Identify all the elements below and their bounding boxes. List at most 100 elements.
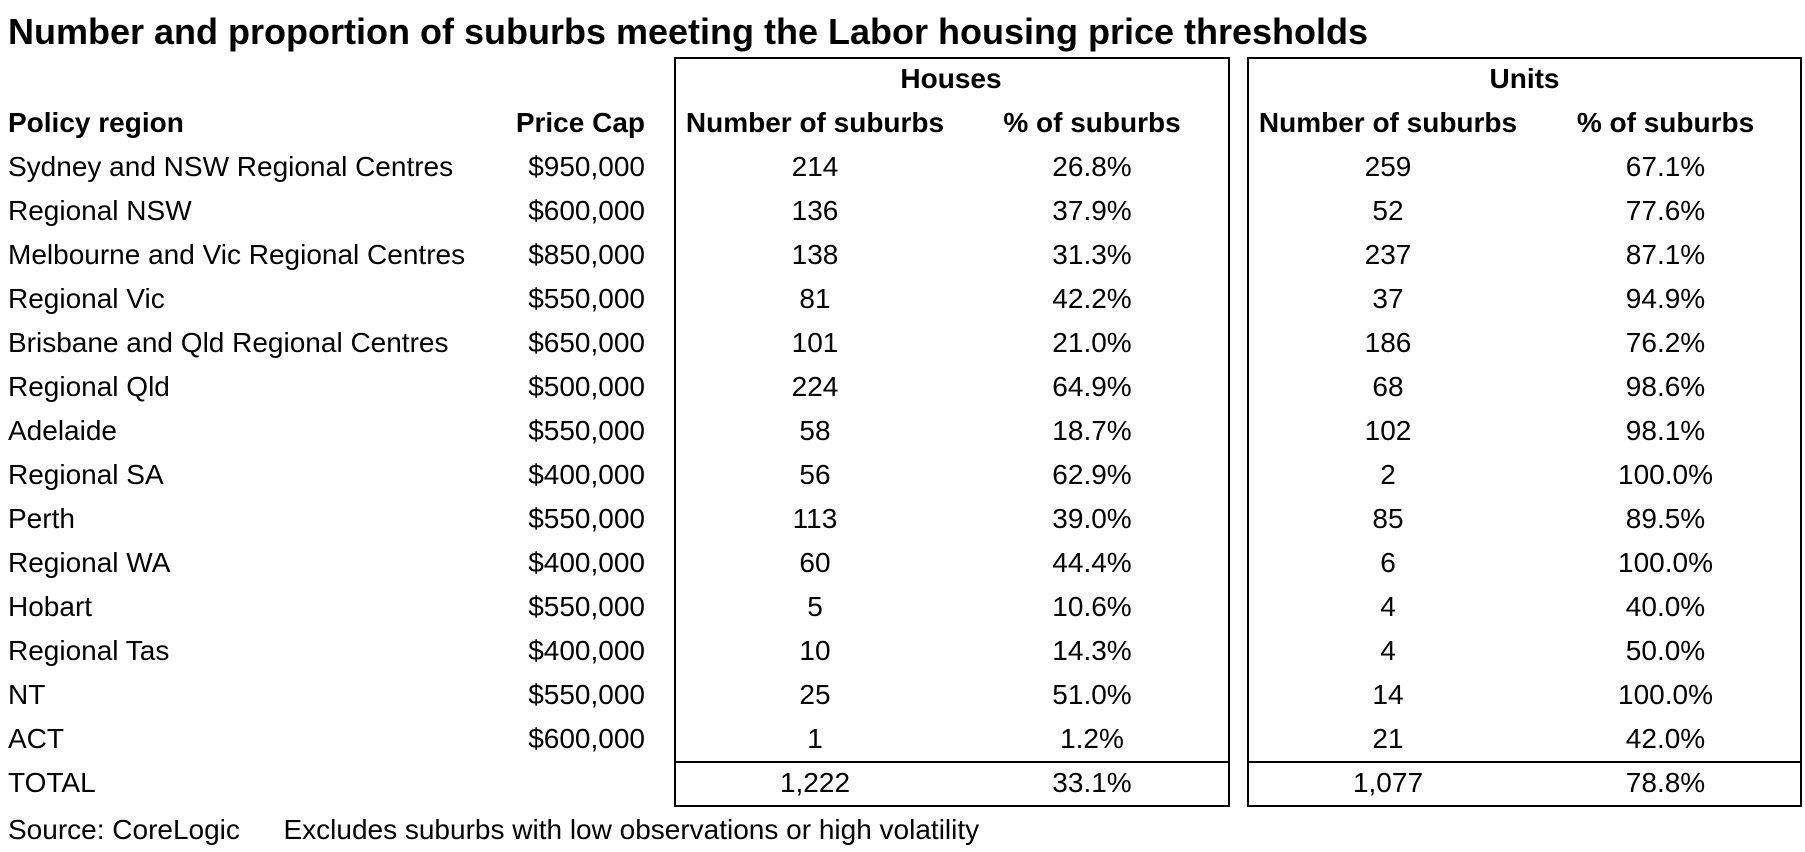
policy-region-cell: Hobart bbox=[8, 591, 93, 622]
units-box-top-line bbox=[1247, 57, 1802, 59]
policy-region-header: Policy region bbox=[8, 107, 184, 138]
houses-total-separator bbox=[674, 761, 1229, 763]
units-number-cell: 2 bbox=[1380, 459, 1396, 490]
houses-number-header: Number of suburbs bbox=[685, 107, 945, 138]
houses-box-left-line bbox=[674, 57, 676, 807]
price-cap-cell: $500,000 bbox=[528, 371, 645, 402]
units-pct-cell: 98.1% bbox=[1625, 415, 1706, 446]
units-number-cell: 52 bbox=[1372, 195, 1404, 226]
total-units-number-cell: 1,077 bbox=[1352, 767, 1424, 798]
units-pct-cell: 100.0% bbox=[1618, 547, 1713, 578]
houses-pct-cell: 51.0% bbox=[1052, 679, 1132, 710]
policy-region-cell: Melbourne and Vic Regional Centres bbox=[8, 239, 466, 270]
houses-pct-cell: 64.9% bbox=[1052, 371, 1132, 402]
units-total-separator bbox=[1247, 761, 1802, 763]
units-box-left-line bbox=[1247, 57, 1249, 807]
units-group-header: Units bbox=[1489, 63, 1560, 94]
units-number-cell: 4 bbox=[1380, 591, 1396, 622]
units-pct-cell: 94.9% bbox=[1625, 283, 1706, 314]
houses-number-cell: 138 bbox=[791, 239, 839, 270]
units-box-bottom-line bbox=[1247, 805, 1802, 807]
houses-pct-cell: 42.2% bbox=[1052, 283, 1132, 314]
source-exclusion-note: Excludes suburbs with low observations o… bbox=[283, 814, 980, 845]
units-pct-cell: 89.5% bbox=[1625, 503, 1706, 534]
houses-number-cell: 25 bbox=[799, 679, 831, 710]
houses-number-cell: 224 bbox=[791, 371, 839, 402]
price-cap-cell: $550,000 bbox=[528, 591, 645, 622]
policy-region-cell: Regional WA bbox=[8, 547, 171, 578]
price-cap-cell: $550,000 bbox=[528, 503, 645, 534]
houses-number-cell: 214 bbox=[791, 151, 839, 182]
price-cap-header: Price Cap bbox=[515, 107, 645, 138]
houses-pct-cell: 18.7% bbox=[1052, 415, 1132, 446]
houses-group-header: Houses bbox=[900, 63, 1002, 94]
houses-number-cell: 101 bbox=[791, 327, 839, 358]
units-number-cell: 102 bbox=[1364, 415, 1412, 446]
total-cap-cell bbox=[468, 761, 645, 805]
units-pct-cell: 76.2% bbox=[1625, 327, 1706, 358]
units-pct-cell: 77.6% bbox=[1625, 195, 1706, 226]
houses-number-cell: 56 bbox=[799, 459, 831, 490]
units-number-cell: 237 bbox=[1364, 239, 1412, 270]
houses-pct-cell: 10.6% bbox=[1052, 591, 1132, 622]
units-number-cell: 4 bbox=[1380, 635, 1396, 666]
units-pct-cell: 98.6% bbox=[1625, 371, 1706, 402]
source-note: Source: CoreLogic Excludes suburbs with … bbox=[8, 808, 979, 852]
houses-number-cell: 81 bbox=[799, 283, 831, 314]
houses-pct-cell: 62.9% bbox=[1052, 459, 1132, 490]
units-pct-header: % of suburbs bbox=[1576, 107, 1755, 138]
units-pct-cell: 67.1% bbox=[1625, 151, 1706, 182]
units-number-cell: 6 bbox=[1380, 547, 1396, 578]
price-cap-cell: $550,000 bbox=[528, 415, 645, 446]
units-pct-cell: 100.0% bbox=[1618, 459, 1713, 490]
price-cap-cell: $550,000 bbox=[528, 679, 645, 710]
units-number-header: Number of suburbs bbox=[1258, 107, 1518, 138]
policy-region-cell: Perth bbox=[8, 503, 75, 534]
policy-region-cell: ACT bbox=[8, 723, 64, 754]
houses-pct-cell: 31.3% bbox=[1052, 239, 1132, 270]
total-houses-pct-cell: 33.1% bbox=[1052, 767, 1132, 798]
houses-pct-header: % of suburbs bbox=[1003, 107, 1181, 138]
houses-pct-cell: 26.8% bbox=[1052, 151, 1132, 182]
units-pct-cell: 87.1% bbox=[1625, 239, 1706, 270]
total-label-cell: TOTAL bbox=[8, 767, 96, 798]
policy-region-cell: Sydney and NSW Regional Centres bbox=[8, 151, 454, 182]
houses-pct-cell: 44.4% bbox=[1052, 547, 1132, 578]
units-number-cell: 68 bbox=[1372, 371, 1404, 402]
price-cap-cell: $600,000 bbox=[528, 723, 645, 754]
units-number-cell: 37 bbox=[1372, 283, 1404, 314]
policy-region-cell: Regional Tas bbox=[8, 635, 170, 666]
houses-number-cell: 136 bbox=[791, 195, 839, 226]
policy-region-cell: Regional SA bbox=[8, 459, 164, 490]
houses-pct-cell: 37.9% bbox=[1052, 195, 1132, 226]
houses-box-bottom-line bbox=[674, 805, 1229, 807]
policy-region-cell: Adelaide bbox=[8, 415, 117, 446]
units-pct-cell: 42.0% bbox=[1625, 723, 1706, 754]
source-label: Source: CoreLogic bbox=[8, 814, 240, 845]
units-number-cell: 85 bbox=[1372, 503, 1404, 534]
price-cap-cell: $550,000 bbox=[528, 283, 645, 314]
chart-title: Number and proportion of suburbs meeting… bbox=[8, 11, 1369, 52]
price-cap-cell: $650,000 bbox=[528, 327, 645, 358]
total-units-pct-cell: 78.8% bbox=[1625, 767, 1706, 798]
houses-pct-cell: 1.2% bbox=[1060, 723, 1124, 754]
houses-pct-cell: 39.0% bbox=[1052, 503, 1132, 534]
units-pct-cell: 50.0% bbox=[1625, 635, 1706, 666]
units-number-cell: 21 bbox=[1372, 723, 1404, 754]
houses-pct-cell: 21.0% bbox=[1052, 327, 1132, 358]
price-cap-cell: $850,000 bbox=[528, 239, 645, 270]
units-pct-cell: 100.0% bbox=[1618, 679, 1713, 710]
price-cap-cell: $600,000 bbox=[528, 195, 645, 226]
policy-region-cell: Brisbane and Qld Regional Centres bbox=[8, 327, 449, 358]
price-cap-cell: $400,000 bbox=[528, 635, 645, 666]
units-number-cell: 259 bbox=[1364, 151, 1412, 182]
price-cap-cell: $400,000 bbox=[528, 459, 645, 490]
units-pct-cell: 40.0% bbox=[1625, 591, 1706, 622]
houses-number-cell: 58 bbox=[799, 415, 831, 446]
units-number-cell: 14 bbox=[1372, 679, 1404, 710]
price-cap-cell: $950,000 bbox=[528, 151, 645, 182]
policy-region-cell: Regional Vic bbox=[8, 283, 165, 314]
houses-box-right-line bbox=[1228, 57, 1230, 807]
housing-threshold-table: Houses Units Policy region Price Cap Num… bbox=[0, 57, 1805, 807]
houses-number-cell: 1 bbox=[807, 723, 823, 754]
